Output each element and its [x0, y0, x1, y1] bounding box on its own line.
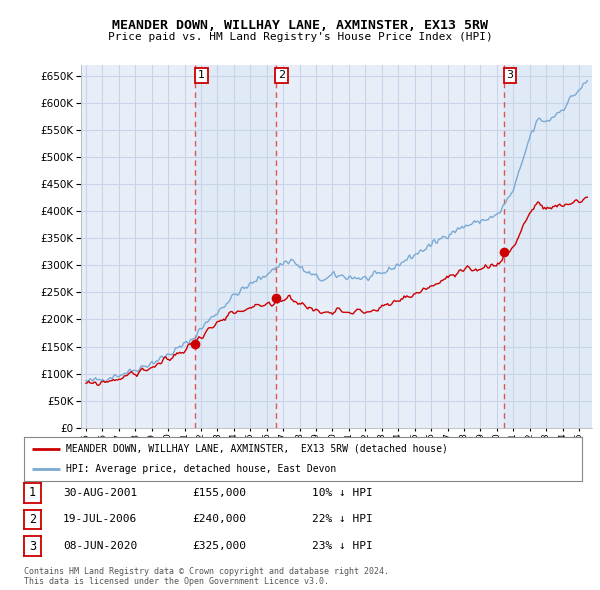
- Text: 19-JUL-2006: 19-JUL-2006: [63, 514, 137, 525]
- Bar: [504, 65, 592, 428]
- Text: 22% ↓ HPI: 22% ↓ HPI: [312, 514, 373, 525]
- Text: Contains HM Land Registry data © Crown copyright and database right 2024.: Contains HM Land Registry data © Crown c…: [24, 567, 389, 576]
- Text: 08-JUN-2020: 08-JUN-2020: [63, 541, 137, 551]
- Text: 30-AUG-2001: 30-AUG-2001: [63, 488, 137, 498]
- Text: £155,000: £155,000: [192, 488, 246, 498]
- Text: HPI: Average price, detached house, East Devon: HPI: Average price, detached house, East…: [66, 464, 336, 474]
- Text: £325,000: £325,000: [192, 541, 246, 551]
- Bar: [196, 65, 275, 428]
- Text: 2: 2: [29, 513, 36, 526]
- Text: MEANDER DOWN, WILLHAY LANE, AXMINSTER, EX13 5RW: MEANDER DOWN, WILLHAY LANE, AXMINSTER, E…: [112, 19, 488, 32]
- Text: 3: 3: [29, 539, 36, 553]
- Text: £240,000: £240,000: [192, 514, 246, 525]
- Text: 2: 2: [278, 70, 285, 80]
- Text: MEANDER DOWN, WILLHAY LANE, AXMINSTER,  EX13 5RW (detached house): MEANDER DOWN, WILLHAY LANE, AXMINSTER, E…: [66, 444, 448, 454]
- Text: 1: 1: [198, 70, 205, 80]
- Text: 10% ↓ HPI: 10% ↓ HPI: [312, 488, 373, 498]
- Text: Price paid vs. HM Land Registry's House Price Index (HPI): Price paid vs. HM Land Registry's House …: [107, 32, 493, 42]
- Text: 1: 1: [29, 486, 36, 500]
- Text: This data is licensed under the Open Government Licence v3.0.: This data is licensed under the Open Gov…: [24, 577, 329, 586]
- Text: 3: 3: [506, 70, 514, 80]
- Text: 23% ↓ HPI: 23% ↓ HPI: [312, 541, 373, 551]
